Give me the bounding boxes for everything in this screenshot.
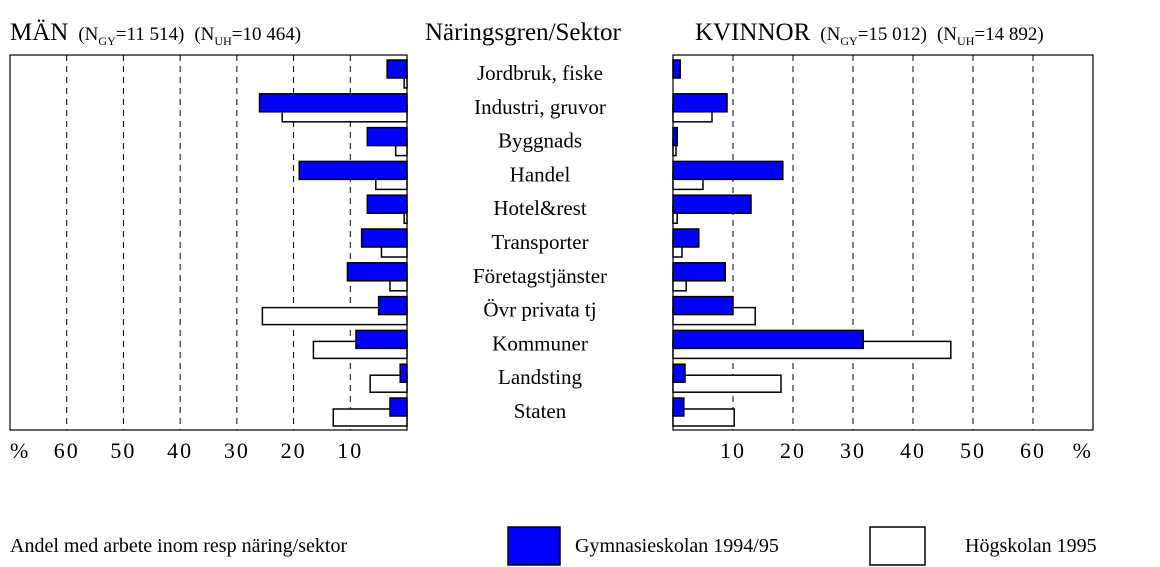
x-tick-label: 60 [1020,438,1046,463]
bar-uh [672,408,735,427]
x-tick-label: 20 [281,438,307,463]
note-symbol: (N [937,24,957,45]
note-sub: GY [98,34,116,48]
x-tick-label: 10 [337,438,363,463]
legend-swatch [869,526,926,566]
note-value: =10 464) [232,24,301,45]
panel-frame [672,54,1094,431]
bar-gy [298,160,408,181]
bar-gy [366,194,408,214]
x-tick-label: 40 [900,438,926,463]
legend-label: Högskolan 1995 [965,535,1097,557]
bar-uh [332,408,408,427]
bar-uh [369,374,408,393]
panel-title: KVINNOR [695,19,811,46]
unit-label: % [1073,438,1093,463]
note-symbol: (N [820,24,840,45]
note-value: =14 892) [974,24,1043,45]
x-tick-label: 40 [167,438,193,463]
bar-gy [672,295,734,316]
note-sub: UH [957,34,975,48]
category-label: Staten [514,399,567,423]
unit-label: % [10,438,30,463]
x-tick-label: 20 [780,438,806,463]
bar-gy [386,59,408,79]
bar-gy [399,363,408,383]
category-label: Industri, gruvor [474,95,606,119]
bar-gy [377,295,408,316]
category-label: Övr privata tj [483,298,596,322]
bar-gy [389,397,408,417]
x-tick-label: 10 [720,438,746,463]
legend-swatch [507,526,561,566]
category-label: Byggnads [498,129,582,153]
panel-title: MÄN [10,19,68,46]
bar-gy [346,262,408,282]
x-tick-label: 30 [840,438,866,463]
category-label: Jordbruk, fiske [477,61,603,85]
bar-gy [672,397,685,417]
bar-gy [258,93,408,113]
bar-gy [672,59,681,79]
bar-uh [672,374,782,393]
category-label: Transporter [491,230,588,254]
bar-gy [360,228,408,248]
note-value: =15 012) [858,24,927,45]
bar-uh [261,306,408,326]
category-label: Kommuner [492,331,588,355]
category-label: Landsting [498,365,582,389]
bar-gy [672,228,700,248]
category-label: Hotel&rest [493,196,586,220]
legend-label: Gymnasieskolan 1994/95 [575,535,779,557]
x-tick-label: 50 [960,438,986,463]
bar-gy [672,93,728,113]
bar-gy [366,126,408,147]
x-tick-label: 50 [110,438,136,463]
bar-gy [672,363,686,383]
bar-gy [672,160,784,181]
bar-gy [672,126,678,147]
bar-gy [355,329,408,350]
category-label: Handel [510,162,571,186]
bar-gy [672,329,864,350]
bar-gy [672,194,752,214]
category-label: Företagstjänster [473,264,607,288]
x-tick-label: 30 [224,438,250,463]
note-symbol: (N [78,24,98,45]
legend-caption: Andel med arbete inom resp näring/sektor [10,535,347,557]
note-sub: UH [214,34,232,48]
panel-header: MÄN (NGY=11 514) (NUH=10 464) [10,19,301,48]
note-value: =11 514) [116,24,185,45]
panel-header: KVINNOR (NGY=15 012) (NUH=14 892) [695,19,1044,48]
center-header: Näringsgren/Sektor [425,19,621,46]
note-symbol: (N [194,24,214,45]
note-sub: GY [840,34,858,48]
bar-gy [672,262,726,282]
x-tick-label: 60 [54,438,80,463]
